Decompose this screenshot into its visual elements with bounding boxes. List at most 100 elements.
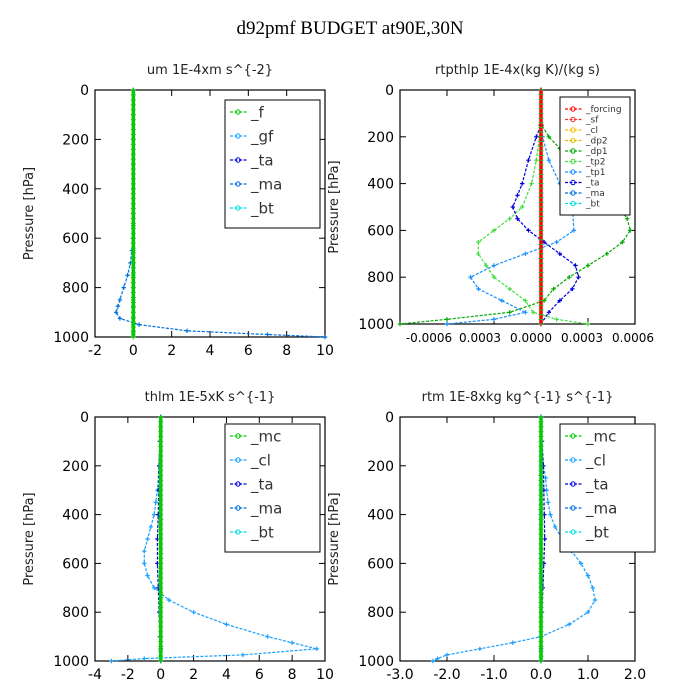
y-tick-label: 200 bbox=[62, 132, 89, 148]
legend-entry: _mc bbox=[585, 427, 616, 446]
data-point bbox=[567, 275, 572, 280]
x-tick-label: 2.0 bbox=[624, 667, 646, 683]
x-tick-label: 4 bbox=[222, 667, 231, 683]
x-tick-label: 10 bbox=[316, 667, 334, 683]
page-title: d92pmf BUDGET at90E,30N bbox=[236, 18, 464, 39]
y-tick-label: 0 bbox=[80, 83, 89, 99]
plot-frame bbox=[399, 89, 636, 325]
data-point bbox=[166, 597, 172, 603]
legend-marker bbox=[235, 205, 241, 211]
data-point bbox=[585, 573, 591, 578]
data-point bbox=[131, 223, 136, 229]
legend-entry: _cl bbox=[585, 451, 606, 470]
legend-entry: _ta bbox=[585, 475, 609, 494]
legend-marker bbox=[235, 529, 241, 535]
legend-entry: _f bbox=[250, 103, 265, 122]
legend-marker bbox=[570, 179, 576, 186]
legend-marker bbox=[570, 433, 576, 439]
data-point bbox=[554, 239, 559, 245]
legend-marker bbox=[235, 457, 241, 463]
data-point bbox=[476, 286, 481, 292]
data-point bbox=[265, 332, 270, 337]
legend-entry: _ta bbox=[250, 151, 274, 170]
data-point bbox=[142, 656, 147, 661]
data-point bbox=[548, 512, 553, 517]
y-tick-label: 600 bbox=[367, 556, 394, 572]
data-point bbox=[507, 286, 512, 292]
data-point bbox=[523, 251, 528, 256]
data-point bbox=[570, 286, 575, 292]
data-point bbox=[117, 297, 123, 303]
data-point bbox=[543, 475, 548, 481]
data-point bbox=[477, 646, 483, 651]
legend-entry: _tp1 bbox=[585, 168, 605, 178]
data-point bbox=[151, 585, 157, 590]
data-point bbox=[523, 310, 528, 315]
y-axis-label: Pressure [hPa] bbox=[327, 160, 342, 253]
data-point bbox=[444, 317, 450, 322]
data-point bbox=[289, 640, 295, 645]
y-tick-label: 0 bbox=[385, 410, 394, 426]
legend-entry: _forcing bbox=[585, 105, 622, 115]
data-point bbox=[491, 228, 497, 233]
panel-title: um 1E-4xm s^{-2} bbox=[147, 63, 273, 78]
data-point bbox=[523, 298, 528, 303]
data-point bbox=[520, 181, 525, 186]
data-point bbox=[585, 321, 591, 327]
x-tick-label: -1.0 bbox=[480, 667, 507, 683]
legend-marker bbox=[570, 137, 576, 144]
legend-entry: _bt bbox=[250, 199, 274, 218]
data-point bbox=[113, 310, 119, 315]
x-tick-label: -2 bbox=[88, 343, 102, 359]
y-axis-label: Pressure [hPa] bbox=[22, 492, 37, 585]
legend-entry: _sf bbox=[585, 116, 599, 126]
legend-box bbox=[224, 423, 321, 553]
x-tick-label: 2 bbox=[167, 343, 176, 359]
data-point bbox=[491, 275, 497, 280]
y-tick-label: 200 bbox=[367, 130, 394, 146]
y-tick-label: 400 bbox=[62, 508, 89, 524]
data-point bbox=[592, 597, 598, 603]
data-point bbox=[136, 322, 142, 327]
data-point bbox=[571, 228, 577, 233]
data-point bbox=[131, 273, 136, 278]
y-tick-label: 800 bbox=[62, 605, 89, 621]
legend-marker bbox=[570, 127, 576, 133]
y-tick-label: 1000 bbox=[53, 330, 89, 346]
legend-entry: _mc bbox=[250, 427, 281, 446]
legend-marker bbox=[235, 133, 241, 139]
data-point bbox=[314, 646, 319, 651]
data-point bbox=[510, 204, 515, 210]
data-point bbox=[557, 251, 562, 256]
data-point bbox=[620, 239, 625, 245]
data-point bbox=[530, 310, 536, 315]
data-point bbox=[585, 610, 591, 615]
legend-marker bbox=[570, 200, 576, 207]
x-tick-label: 6 bbox=[255, 667, 264, 683]
data-point bbox=[125, 273, 130, 278]
panel-title: rtpthlp 1E-4x(kg K)/(kg s) bbox=[435, 63, 600, 78]
legend-entry: _ma bbox=[250, 499, 282, 518]
x-tick-label: 8 bbox=[282, 343, 291, 359]
y-tick-label: 0 bbox=[80, 410, 89, 426]
data-point bbox=[526, 228, 531, 233]
data-point bbox=[148, 524, 154, 529]
legend-entry: _cl bbox=[585, 126, 598, 136]
data-point bbox=[604, 251, 609, 256]
data-point bbox=[191, 610, 196, 615]
x-tick-label: 2 bbox=[189, 667, 198, 683]
legend-entry: _bt bbox=[585, 200, 600, 210]
data-point bbox=[534, 158, 539, 163]
y-tick-label: 800 bbox=[367, 605, 394, 621]
x-tick-label: 0.0003 bbox=[561, 331, 603, 345]
y-tick-label: 1000 bbox=[358, 317, 394, 333]
legend-marker bbox=[570, 148, 576, 154]
data-point bbox=[153, 500, 158, 505]
data-point bbox=[515, 193, 520, 198]
data-point bbox=[468, 275, 473, 280]
legend-box bbox=[224, 99, 321, 229]
data-point bbox=[131, 322, 136, 327]
y-tick-label: 400 bbox=[367, 177, 394, 193]
data-point bbox=[397, 321, 403, 327]
data-point bbox=[545, 500, 551, 505]
